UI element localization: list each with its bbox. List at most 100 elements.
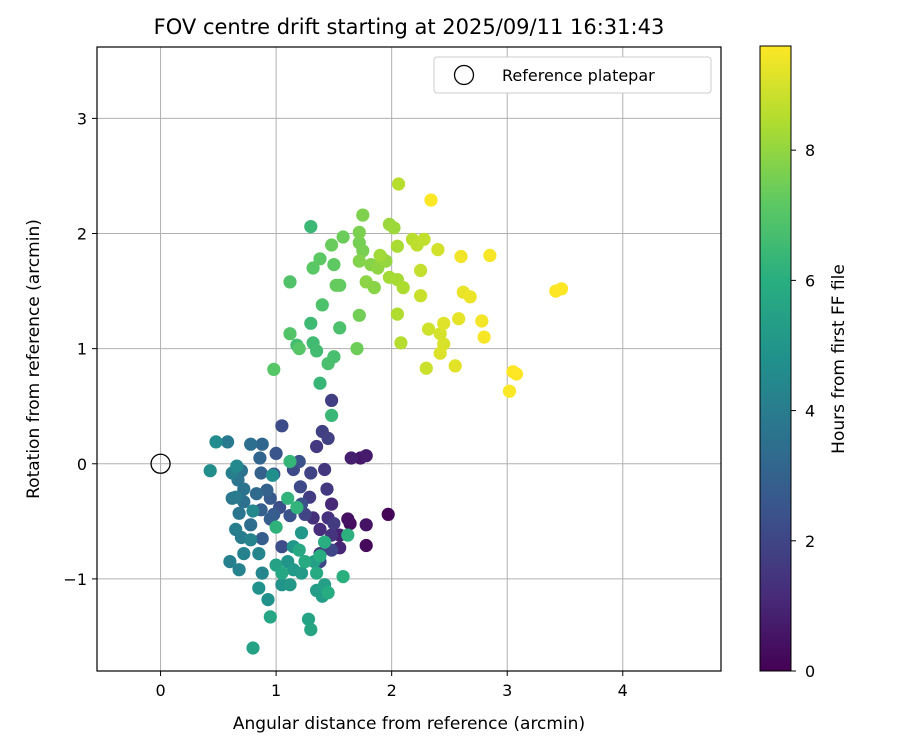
- data-point-154: [422, 322, 436, 336]
- y-tick-label-2: 1: [77, 340, 87, 359]
- data-point-80: [294, 566, 309, 580]
- data-point-151: [414, 263, 428, 277]
- data-point-116: [292, 342, 306, 356]
- data-point-100: [281, 491, 295, 505]
- data-point-69: [209, 435, 223, 449]
- data-point-125: [350, 342, 364, 356]
- data-point-124: [336, 230, 350, 244]
- data-point-46: [255, 437, 269, 451]
- data-points: [203, 177, 569, 655]
- data-point-86: [246, 641, 260, 655]
- data-point-155: [431, 243, 445, 257]
- data-point-153: [419, 361, 433, 375]
- colorbar: 0 2 4 6 8 Hours from first FF file: [759, 45, 849, 681]
- data-point-67: [246, 504, 260, 518]
- data-point-1: [359, 538, 373, 553]
- data-point-168: [424, 193, 438, 207]
- x-axis-ticks: 0 1 2 3 4: [155, 671, 628, 700]
- data-point-62: [237, 547, 251, 561]
- data-point-139: [387, 221, 401, 235]
- data-point-11: [313, 522, 327, 537]
- data-point-66: [255, 566, 269, 580]
- colorbar-ticks: 0 2 4 6 8: [791, 141, 815, 681]
- data-point-10: [325, 497, 339, 511]
- data-point-112: [333, 321, 347, 335]
- y-axis-ticks: −1 0 1 2 3: [63, 109, 97, 589]
- data-point-78: [283, 578, 297, 592]
- data-point-57: [229, 490, 243, 504]
- data-point-43: [254, 466, 268, 480]
- colorbar-tick-label-0: 0: [805, 662, 815, 681]
- data-point-143: [390, 239, 404, 253]
- x-tick-label-3: 3: [502, 681, 512, 700]
- data-point-16: [318, 462, 332, 477]
- colorbar-gradient: [759, 45, 792, 672]
- data-point-56: [221, 435, 235, 449]
- data-point-152: [414, 289, 428, 303]
- data-point-104: [325, 408, 339, 422]
- y-axis-label: Rotation from reference (arcmin): [24, 219, 44, 499]
- data-point-59: [229, 522, 243, 537]
- data-point-44: [260, 483, 274, 497]
- colorbar-tick-label-1: 2: [805, 532, 815, 551]
- data-point-126: [352, 308, 366, 322]
- data-point-167: [483, 248, 497, 262]
- grid-lines: [97, 47, 721, 671]
- data-point-18: [320, 482, 334, 496]
- plot-frame: [96, 46, 722, 672]
- data-point-95: [313, 549, 327, 563]
- data-point-98: [341, 528, 355, 542]
- data-point-150: [417, 232, 431, 246]
- data-point-129: [352, 225, 366, 239]
- data-point-119: [313, 252, 327, 266]
- data-point-72: [261, 593, 275, 607]
- data-point-0: [381, 507, 395, 521]
- data-point-87: [301, 612, 316, 626]
- data-point-128: [356, 244, 370, 258]
- y-tick-label-4: 3: [77, 109, 87, 128]
- data-point-68: [230, 459, 244, 473]
- data-point-29: [293, 480, 307, 494]
- data-point-89: [263, 610, 277, 624]
- data-point-54: [232, 506, 246, 520]
- data-point-146: [394, 336, 408, 350]
- legend-marker: [453, 64, 475, 86]
- data-point-130: [356, 208, 370, 222]
- data-point-65: [252, 547, 266, 561]
- data-point-49: [244, 437, 258, 451]
- data-point-115: [283, 327, 297, 341]
- data-point-118: [306, 261, 320, 275]
- data-point-117: [267, 362, 281, 376]
- data-point-101: [290, 500, 304, 515]
- data-point-108: [310, 344, 324, 358]
- data-point-147: [392, 177, 406, 191]
- reference-point: [150, 453, 171, 474]
- x-axis-label: Angular distance from reference (arcmin): [233, 714, 585, 734]
- data-point-114: [283, 275, 297, 289]
- data-point-71: [266, 468, 280, 482]
- colorbar-tick-label-3: 6: [805, 271, 815, 290]
- data-point-77: [294, 526, 309, 540]
- data-point-73: [252, 581, 266, 595]
- data-point-94: [321, 586, 335, 600]
- data-point-171: [509, 367, 524, 381]
- y-tick-label-1: 0: [77, 455, 87, 474]
- data-point-159: [437, 316, 451, 330]
- data-point-164: [454, 249, 468, 264]
- data-point-156: [433, 327, 447, 341]
- legend: Reference platepar: [433, 56, 712, 94]
- data-point-166: [477, 330, 491, 344]
- data-point-158: [433, 346, 447, 360]
- data-point-23: [321, 431, 335, 445]
- data-point-169: [502, 384, 517, 398]
- data-point-161: [452, 312, 466, 326]
- data-point-122: [329, 278, 343, 292]
- legend-box: [433, 56, 712, 94]
- data-point-145: [390, 307, 404, 321]
- data-point-163: [463, 290, 477, 304]
- data-point-113: [315, 298, 329, 312]
- data-point-165: [475, 314, 489, 328]
- data-point-31: [275, 540, 289, 554]
- data-point-93: [310, 566, 324, 580]
- data-point-99: [269, 520, 283, 534]
